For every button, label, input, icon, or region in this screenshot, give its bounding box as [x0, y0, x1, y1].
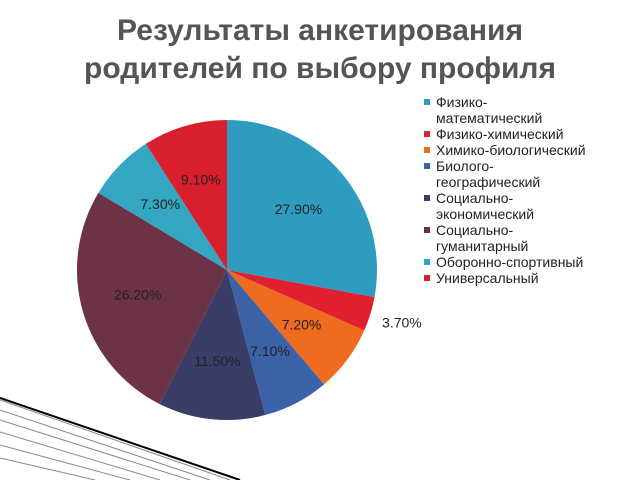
- chart-title: Результаты анкетирования родителей по вы…: [84, 14, 556, 85]
- legend-label: Универсальный: [436, 270, 539, 286]
- legend-item: Физико-математический: [424, 94, 624, 126]
- legend-label: Социально-экономический: [436, 190, 535, 222]
- data-label: 3.70%: [382, 315, 422, 331]
- legend-swatch: [424, 195, 430, 201]
- data-label: 11.50%: [194, 353, 240, 369]
- legend-swatch: [424, 275, 430, 281]
- legend-item: Химико-биологический: [424, 142, 624, 158]
- data-label: 7.20%: [282, 316, 322, 332]
- legend-item: Оборонно-спортивный: [424, 254, 624, 270]
- pie-slice: [145, 120, 227, 270]
- legend-item: Универсальный: [424, 270, 624, 286]
- legend-label: Биолого-географический: [436, 158, 541, 190]
- data-label: 7.10%: [250, 343, 290, 359]
- legend-swatch: [424, 99, 430, 105]
- legend-swatch: [424, 131, 430, 137]
- legend-swatch: [424, 147, 430, 153]
- legend-label: Социально-гуманитарный: [436, 222, 529, 254]
- decoration: [0, 399, 231, 480]
- pie-slice: [76, 192, 227, 405]
- legend-item: Биолого-географический: [424, 158, 624, 190]
- legend-label: Химико-биологический: [436, 142, 586, 158]
- legend-label: Оборонно-спортивный: [436, 254, 584, 270]
- legend-item: Физико-химический: [424, 126, 624, 142]
- legend-item: Социально-экономический: [424, 190, 624, 222]
- data-label: 9.10%: [181, 171, 221, 187]
- data-label: 27.90%: [275, 201, 322, 217]
- legend-label: Физико-математический: [436, 94, 543, 126]
- pie-slice: [227, 270, 365, 385]
- pie-slice: [98, 143, 227, 270]
- pie-slice: [227, 120, 377, 298]
- pie-slice: [227, 270, 375, 331]
- legend: Физико-математический Физико-химический Хи…: [424, 94, 624, 286]
- legend-item: Социально-гуманитарный: [424, 222, 624, 254]
- legend-swatch: [424, 163, 430, 169]
- pie-slice: [227, 270, 325, 416]
- legend-swatch: [424, 227, 430, 233]
- data-label: 7.30%: [140, 196, 180, 212]
- pie-slice: [159, 270, 266, 421]
- legend-swatch: [424, 259, 430, 265]
- legend-label: Физико-химический: [436, 126, 564, 142]
- data-label: 26.20%: [114, 287, 161, 303]
- decoration-line: [0, 397, 241, 480]
